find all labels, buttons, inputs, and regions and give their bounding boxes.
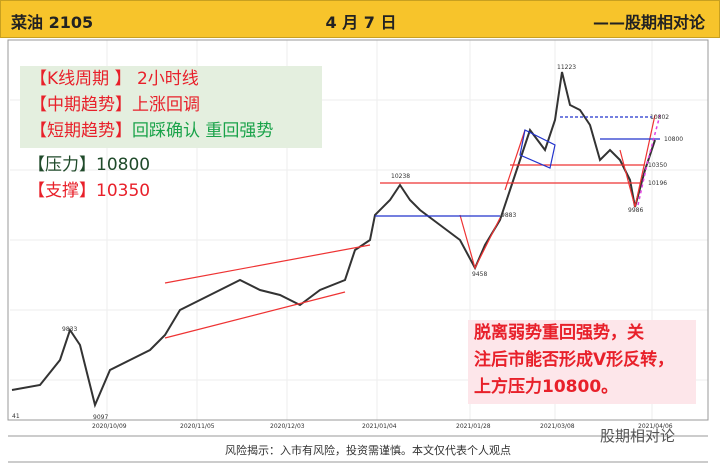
comment-line: 上方压力10800。 [474,377,619,397]
date-label: 2021/01/04 [362,423,397,430]
price-label: 9883 [501,212,516,219]
date-label: 2020/12/03 [270,423,305,430]
comment-line: 脱离弱势重回强势，关 [474,323,644,343]
plot-frame [7,39,709,421]
price-label: 10800 [664,136,683,143]
price-label: 11223 [557,64,576,71]
header-left: 菜油 2105 [11,13,94,32]
header-center: 4 月 7 日 [325,13,397,32]
price-path [11,71,656,409]
info-box: 【K线周期 】 2小时线 【中期趋势】上涨回调 【短期趋势】回踩确认 重回强势 [20,66,322,148]
comment: 脱离弱势重回强势，关 注后市能否形成V形反转， 上方压力10800。 [468,320,696,404]
price-label: 41 [12,413,20,420]
price-label: 10238 [391,173,410,180]
comment-line: 注后市能否形成V形反转， [474,350,675,370]
header: 菜油 2105 4 月 7 日 ——股期相对论 [0,0,720,38]
pressure: 【压力】10800 [28,155,151,175]
header-right: ——股期相对论 [592,13,705,32]
price-label: 10196 [648,180,667,187]
date-label: 2021/03/08 [540,423,575,430]
price-label: 9097 [93,414,108,421]
info-line: 【短期趋势】回踩确认 重回强势 [30,118,322,144]
support: 【支撑】10350 [28,181,151,201]
info-line: 【中期趋势】上涨回调 [30,95,200,115]
price-label: 10802 [650,114,669,121]
price-label: 10350 [648,162,667,169]
risk-note: 风险揭示：入市有风险，投资需谨慎。本文仅代表个人观点 [225,444,511,457]
price-label: 9833 [62,326,77,333]
date-label: 2020/10/09 [92,423,127,430]
info-key: 【短期趋势】 [30,121,132,141]
watermark: 股期相对论 [600,427,676,445]
blue-lines [375,116,660,217]
info-value: 回踩确认 重回强势 [132,121,274,141]
date-label: 2021/01/28 [456,423,491,430]
price-label: 9986 [628,207,643,214]
date-label: 2020/11/05 [180,423,215,430]
price-label: 9458 [472,271,487,278]
trend-lines [164,114,656,339]
info-line: 【K线周期 】 2小时线 [30,69,199,89]
date-label: 2021/04/06 [638,423,673,430]
